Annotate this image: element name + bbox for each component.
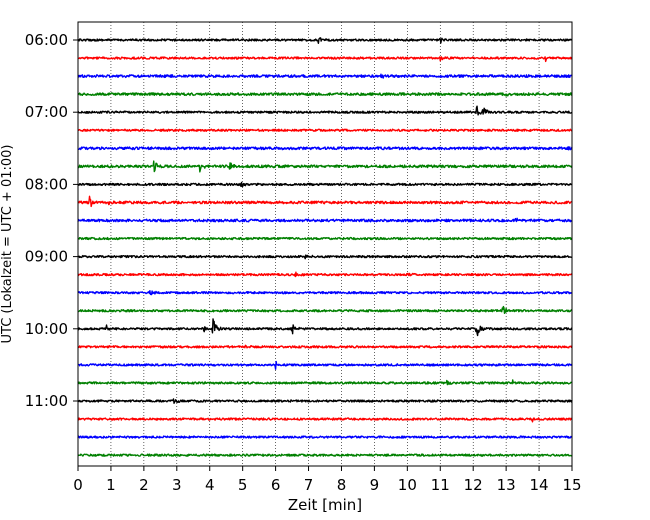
trace-1030 (77, 360, 573, 370)
x-tick-label: 4 (205, 476, 215, 494)
trace-0800 (77, 181, 573, 188)
x-tick-label: 10 (398, 476, 417, 494)
x-tick-label: 11 (431, 476, 450, 494)
trace-1145 (77, 453, 573, 457)
x-tick-label: 5 (238, 476, 248, 494)
x-tick-label: 14 (530, 476, 549, 494)
y-tick-label: 06:00 (25, 31, 68, 49)
trace-0915 (77, 271, 573, 278)
y-tick-label: 09:00 (25, 248, 68, 266)
x-tick-label: 8 (337, 476, 347, 494)
x-tick-label: 13 (497, 476, 516, 494)
x-tick-label: 0 (73, 476, 83, 494)
trace-0900 (77, 254, 573, 260)
y-tick-label: 07:00 (25, 103, 68, 121)
x-tick-label: 2 (139, 476, 149, 494)
y-tick-label: 10:00 (25, 320, 68, 338)
trace-0930 (77, 289, 573, 296)
x-tick-label: 6 (271, 476, 281, 494)
trace-0845 (77, 236, 573, 241)
minute-gridlines (110, 22, 540, 466)
x-tick-label: 1 (106, 476, 116, 494)
y-axis-ticks: 06:00 07:00 08:00 09:00 10:00 11:00 (25, 31, 78, 410)
trace-0630 (77, 73, 573, 79)
x-axis-label: Zeit [min] (288, 496, 362, 514)
x-tick-label: 9 (370, 476, 380, 494)
y-tick-label: 08:00 (25, 175, 68, 193)
x-axis-ticks: 0 1 2 3 4 5 6 7 8 9 10 11 12 13 14 15 (73, 466, 582, 494)
trace-0615 (77, 56, 573, 63)
trace-0830 (77, 217, 573, 223)
trace-1045 (77, 379, 573, 386)
x-tick-label: 7 (304, 476, 314, 494)
x-tick-label: 15 (562, 476, 581, 494)
trace-0645 (77, 92, 573, 97)
trace-0815 (77, 195, 573, 208)
trace-0715 (77, 128, 573, 132)
x-tick-label: 3 (172, 476, 182, 494)
plot-area (77, 21, 573, 467)
trace-0700 (77, 105, 573, 116)
trace-1100 (77, 398, 573, 404)
x-tick-label: 12 (464, 476, 483, 494)
trace-1000 (77, 318, 573, 337)
y-axis-label: UTC (Lokalzeit = UTC + 01:00) (0, 145, 15, 344)
seismic-traces (77, 37, 573, 457)
trace-0600 (77, 37, 573, 45)
plot-frame (77, 21, 573, 467)
trace-0745 (77, 160, 573, 173)
trace-0730 (77, 146, 573, 151)
trace-1015 (77, 344, 573, 349)
trace-0945 (77, 305, 573, 315)
trace-1130 (77, 435, 573, 439)
trace-1115 (77, 417, 573, 423)
y-tick-label: 11:00 (25, 392, 68, 410)
